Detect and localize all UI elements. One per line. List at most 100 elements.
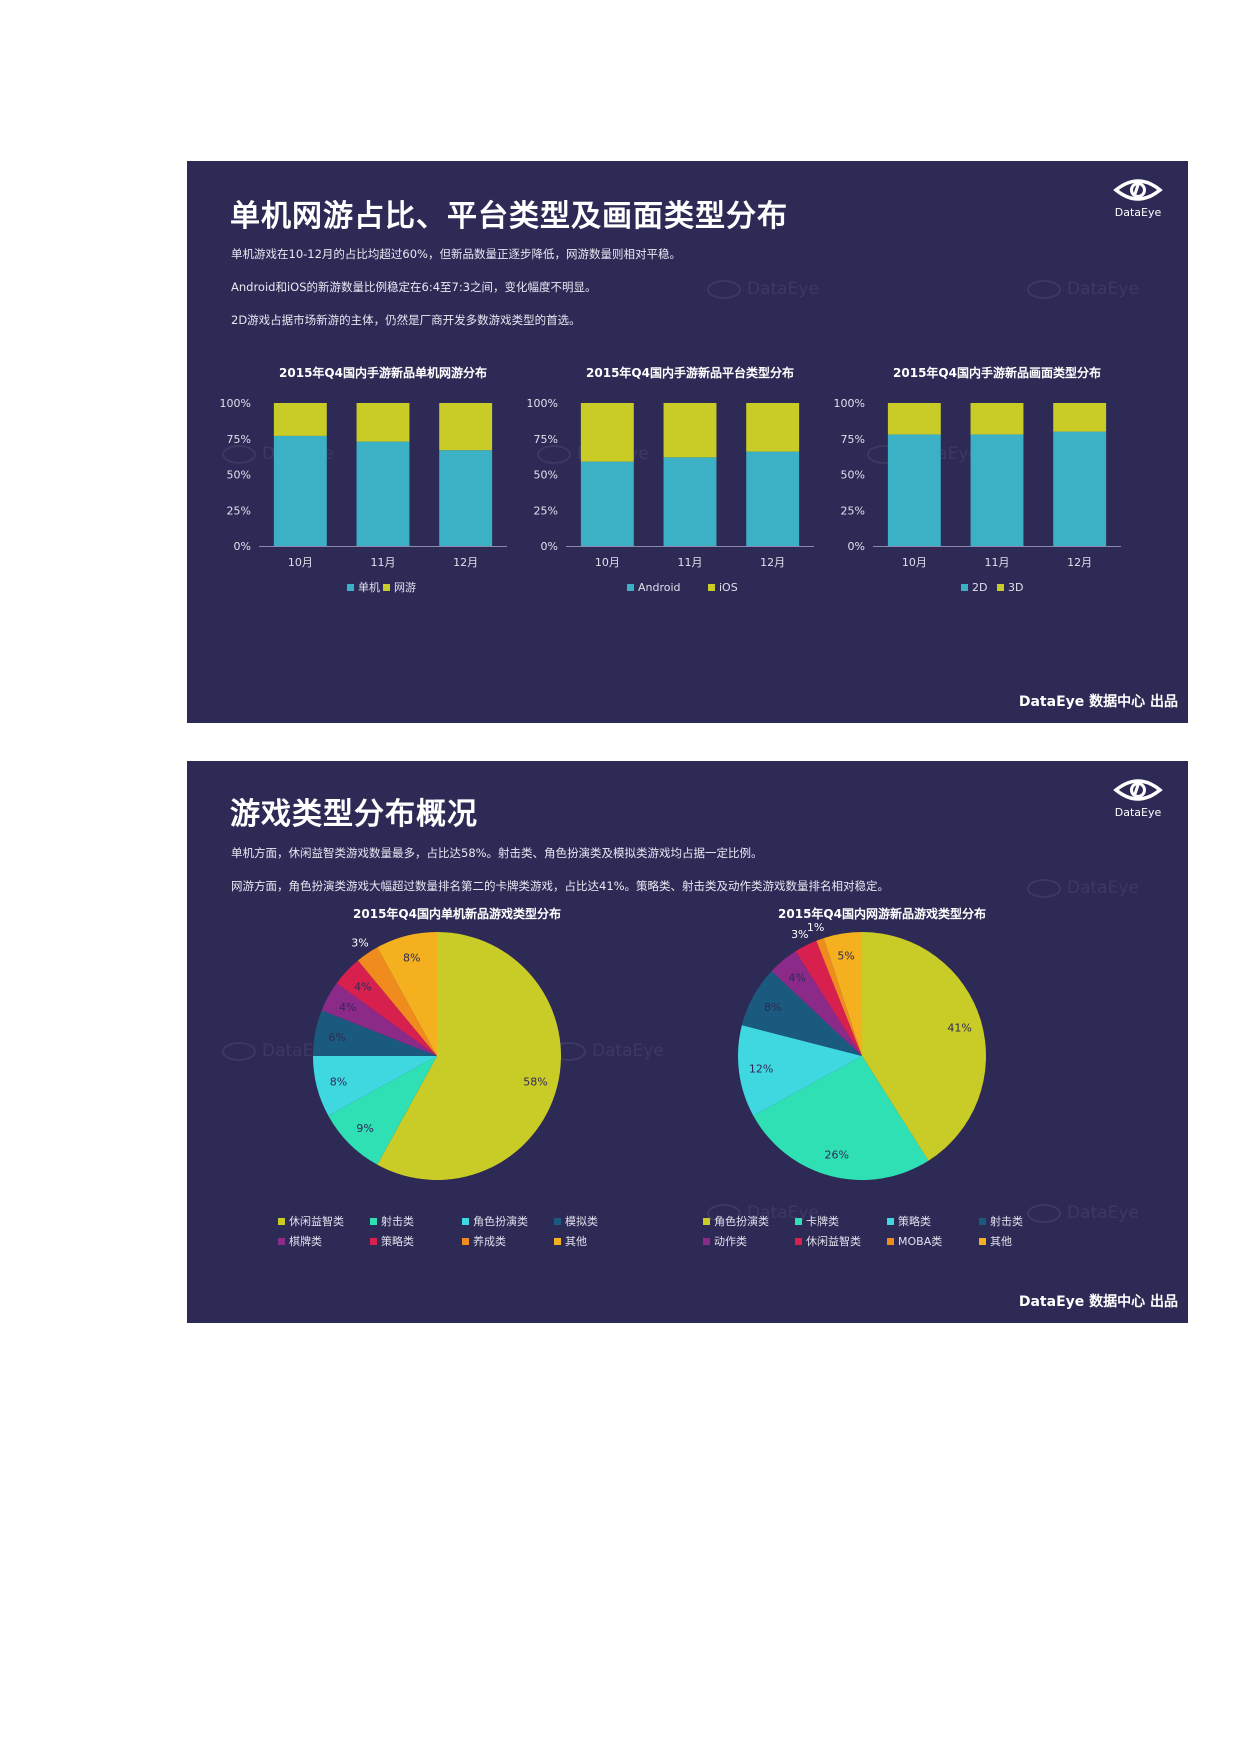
bar-segment bbox=[663, 457, 717, 546]
data-label: 8% bbox=[764, 1001, 781, 1014]
y-tick-label: 75% bbox=[534, 433, 558, 446]
data-label: 4% bbox=[339, 1001, 356, 1014]
data-label: 6% bbox=[328, 1031, 345, 1044]
y-tick-label: 100% bbox=[220, 397, 251, 410]
x-tick-label: 12月 bbox=[1067, 556, 1092, 569]
legend-label: 网游 bbox=[394, 581, 416, 594]
legend-swatch bbox=[703, 1218, 710, 1225]
pie-slice bbox=[823, 932, 862, 1056]
bar-segment bbox=[273, 435, 327, 546]
legend-swatch bbox=[278, 1238, 285, 1245]
dataeye-logo: DataEye bbox=[1106, 175, 1170, 219]
legend-label: 单机 bbox=[358, 580, 380, 594]
description-line: 单机方面，休闲益智类游戏数量最多，占比达58%。射击类、角色扮演类及模拟类游戏均… bbox=[231, 846, 763, 860]
bar-segment bbox=[746, 403, 800, 452]
legend-label: 动作类 bbox=[714, 1234, 747, 1248]
data-label: 3% bbox=[351, 937, 368, 950]
legend-label: 休闲益智类 bbox=[289, 1214, 344, 1228]
legend-swatch bbox=[795, 1238, 802, 1245]
legend-swatch bbox=[370, 1238, 377, 1245]
description-line: 网游方面，角色扮演类游戏大幅超过数量排名第二的卡牌类游戏，占比达41%。策略类、… bbox=[231, 879, 890, 893]
slide-title: 单机网游占比、平台类型及画面类型分布 bbox=[230, 199, 788, 234]
pie-slice bbox=[795, 940, 862, 1056]
slide-title: 游戏类型分布概况 bbox=[230, 797, 478, 832]
data-label: 4% bbox=[354, 980, 371, 993]
pie-chart-single-genre: 2015年Q4国内单机新品游戏类型分布 58% 9% 8% 6% 4% 4% 3% 8% 休闲益智… bbox=[278, 906, 598, 1248]
chart-title: 2015年Q4国内手游新品单机网游分布 bbox=[279, 365, 487, 380]
x-tick-label: 11月 bbox=[678, 556, 703, 569]
dataeye-logo: DataEye bbox=[1106, 775, 1170, 819]
description-line: 单机游戏在10-12月的占比均超过60%，但新品数量正逐步降低，网游数量则相对平… bbox=[231, 247, 681, 261]
pie-slice bbox=[771, 951, 862, 1056]
x-tick-label: 12月 bbox=[760, 556, 785, 569]
bar-segment bbox=[1053, 431, 1107, 546]
y-tick-label: 100% bbox=[834, 397, 865, 410]
bar-segment bbox=[970, 403, 1024, 435]
data-label: 5% bbox=[837, 950, 854, 963]
pie-slice bbox=[377, 932, 437, 1056]
eye-icon bbox=[1113, 779, 1163, 801]
bar-segment bbox=[663, 403, 717, 458]
data-label: 9% bbox=[356, 1122, 373, 1135]
legend-swatch bbox=[370, 1218, 377, 1225]
stacked-bar-chart-platform: 2015年Q4国内手游新品平台类型分布 0% 25% 50% 75% 100% 10月 11月… bbox=[527, 365, 814, 594]
y-tick-label: 75% bbox=[841, 433, 865, 446]
data-label: 1% bbox=[807, 921, 824, 934]
pie-slice bbox=[741, 971, 862, 1056]
legend-label: 策略类 bbox=[898, 1214, 931, 1228]
watermark: DataEye bbox=[707, 279, 819, 299]
legend-label: MOBA类 bbox=[898, 1234, 942, 1248]
pie-slice bbox=[336, 960, 437, 1056]
legend-label: 休闲益智类 bbox=[806, 1234, 861, 1248]
bar-segment bbox=[439, 450, 493, 546]
y-tick-label: 25% bbox=[227, 504, 251, 517]
y-tick-label: 50% bbox=[534, 469, 558, 482]
footer-credit: DataEye 数据中心 出品 bbox=[1018, 1294, 1178, 1310]
x-tick-label: 12月 bbox=[453, 556, 478, 569]
bar-segment bbox=[356, 441, 410, 546]
legend-swatch bbox=[278, 1218, 285, 1225]
y-tick-label: 0% bbox=[234, 540, 251, 553]
legend-swatch bbox=[383, 584, 390, 591]
legend-swatch bbox=[462, 1218, 469, 1225]
bar-segment bbox=[1053, 403, 1107, 432]
bar-segment bbox=[439, 403, 493, 451]
y-tick-label: 25% bbox=[841, 504, 865, 517]
watermark: DataEye bbox=[1027, 878, 1139, 898]
legend-swatch bbox=[627, 584, 634, 591]
chart-title: 2015年Q4国内网游新品游戏类型分布 bbox=[778, 906, 986, 921]
bar-segment bbox=[887, 434, 941, 546]
x-tick-label: 11月 bbox=[371, 556, 396, 569]
legend-label: iOS bbox=[719, 581, 738, 594]
legend-label: 模拟类 bbox=[565, 1214, 598, 1228]
slide-genre-distribution: 游戏类型分布概况 单机方面，休闲益智类游戏数量最多，占比达58%。射击类、角色扮… bbox=[187, 761, 1188, 1323]
description-line: 2D游戏占据市场新游的主体，仍然是厂商开发多数游戏类型的首选。 bbox=[231, 313, 581, 327]
pie-slice bbox=[328, 1056, 437, 1165]
legend-swatch bbox=[703, 1238, 710, 1245]
legend-swatch bbox=[979, 1238, 986, 1245]
legend-label: 策略类 bbox=[381, 1234, 414, 1248]
legend-swatch bbox=[554, 1238, 561, 1245]
legend-swatch bbox=[795, 1218, 802, 1225]
chart-title: 2015年Q4国内单机新品游戏类型分布 bbox=[353, 906, 561, 921]
pie-slice bbox=[753, 1056, 929, 1180]
pie-slice bbox=[321, 983, 437, 1056]
y-tick-label: 25% bbox=[534, 504, 558, 517]
pie-slice bbox=[738, 1025, 862, 1116]
legend-label: Android bbox=[638, 581, 681, 594]
pie-slice bbox=[313, 1010, 437, 1056]
y-tick-label: 50% bbox=[227, 469, 251, 482]
legend-label: 3D bbox=[1008, 581, 1023, 594]
bar-segment bbox=[273, 403, 327, 436]
bar-segment bbox=[970, 434, 1024, 546]
y-tick-label: 0% bbox=[541, 540, 558, 553]
pie-slice bbox=[816, 938, 862, 1056]
x-tick-label: 10月 bbox=[595, 556, 620, 569]
stacked-bar-chart-graphics: 2015年Q4国内手游新品画面类型分布 0% 25% 50% 75% 100% 10月 11月… bbox=[834, 365, 1121, 594]
legend-swatch bbox=[961, 584, 968, 591]
data-label: 41% bbox=[947, 1022, 971, 1035]
chart-title: 2015年Q4国内手游新品平台类型分布 bbox=[586, 365, 794, 380]
legend-swatch bbox=[979, 1218, 986, 1225]
logo-text: DataEye bbox=[1114, 206, 1162, 219]
chart-title: 2015年Q4国内手游新品画面类型分布 bbox=[893, 365, 1101, 380]
